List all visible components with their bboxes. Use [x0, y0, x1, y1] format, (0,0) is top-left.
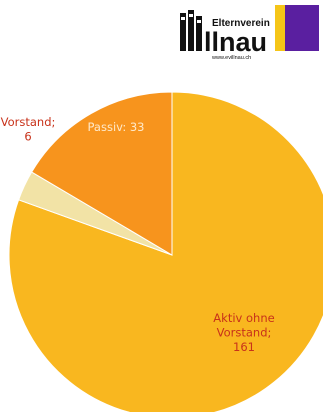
pie-labels: Aktiv ohne Vorstand; 161 Vorstand; 6 Passiv: … [1, 115, 275, 354]
logo-title: llnau [204, 27, 267, 57]
slice-label-1: Aktiv ohne Vorstand; 161 [213, 311, 274, 354]
logo-subtitle: Elternverein [212, 18, 270, 29]
elternverein-logo: Elternverein llnau www.evillnau.ch [180, 5, 319, 61]
pencil-figures-icon [180, 10, 202, 51]
pie-slices [8, 91, 323, 412]
logo-purple-block [285, 5, 319, 51]
slice-label-2: Vorstand; 6 [1, 115, 56, 144]
logo-yellow-bar [275, 5, 285, 51]
slice-label-3: Passiv: 33 [88, 120, 145, 134]
logo-url: www.evillnau.ch [211, 55, 251, 61]
pie-slice-3 [31, 91, 173, 256]
pie-slice-1 [8, 91, 323, 412]
